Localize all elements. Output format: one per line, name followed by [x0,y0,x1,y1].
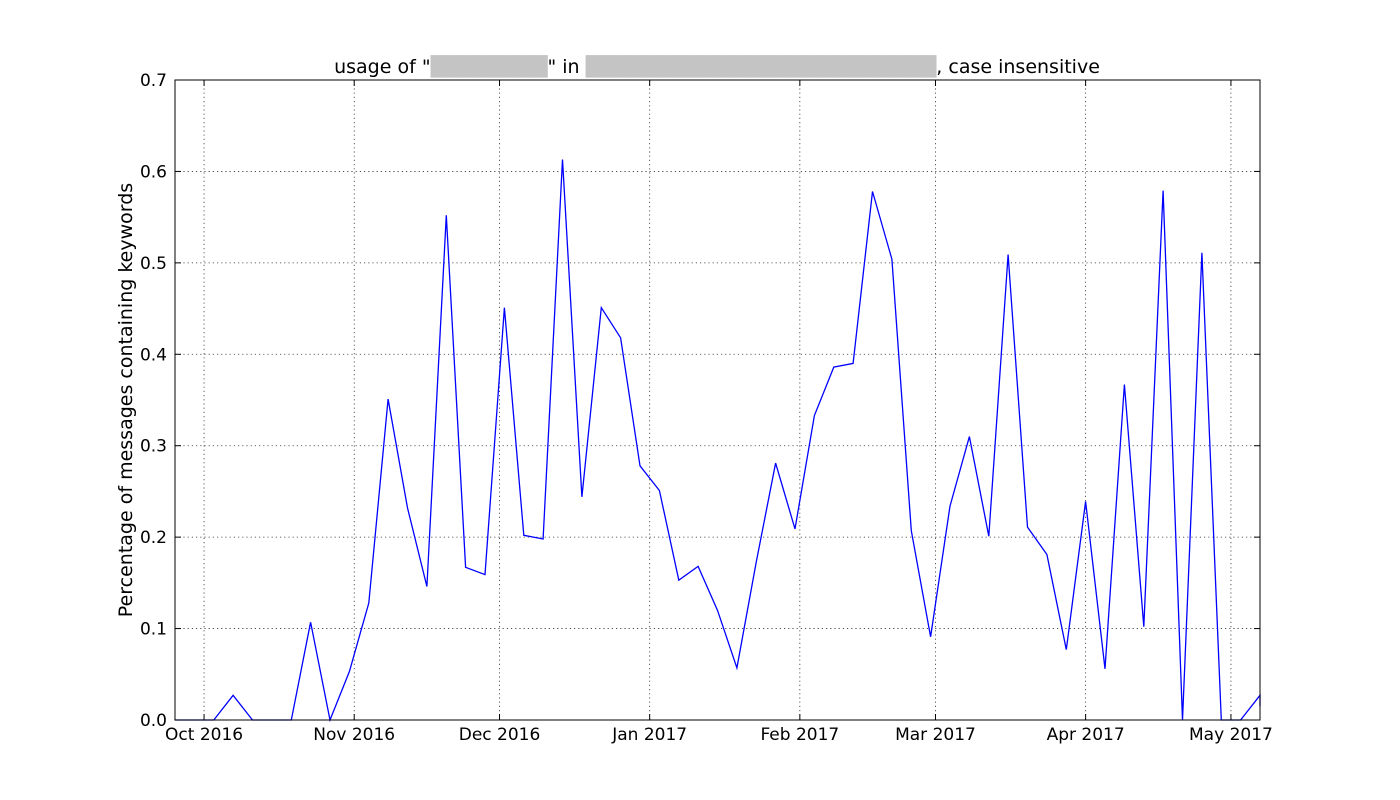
x-axis-ticks: Oct 2016 Nov 2016 Dec 2016 Jan 2017 Feb 2017… [165,80,1273,745]
plot-frame [174,79,1261,721]
x-tick-label: Nov 2016 [313,725,395,745]
x-tick-label: Apr 2017 [1047,725,1125,745]
chart-title: usage of "████████" in █████████████████… [334,55,1100,78]
title-suffix: , case insensitive [936,56,1100,78]
y-tick-label: 0.7 [140,71,167,91]
y-tick-label: 0.4 [140,345,167,365]
series-line [175,159,1261,723]
x-tick-label: Oct 2016 [165,725,243,745]
x-tick-label: Feb 2017 [760,725,839,745]
y-tick-label: 0.5 [140,254,167,274]
title-prefix: usage of " [334,56,430,78]
series-layer [175,159,1261,723]
y-tick-label: 0.0 [140,711,167,731]
grid-lines [175,79,1260,721]
y-tick-label: 0.6 [140,162,167,182]
y-axis-ticks: 0.0 0.1 0.2 0.3 0.4 0.5 0.6 0.7 [140,71,1260,731]
y-tick-label: 0.1 [140,620,167,640]
title-mid: " in [547,56,585,78]
x-tick-label: Mar 2017 [895,725,976,745]
title-redacted-channel: ████████████████████████ [585,55,937,78]
y-tick-label: 0.3 [140,437,167,457]
x-tick-label: May 2017 [1189,725,1273,745]
x-tick-label: Jan 2017 [611,725,687,745]
title-redacted-keyword: ████████ [430,55,548,78]
y-axis-label: Percentage of messages containing keywor… [115,183,137,617]
y-tick-label: 0.2 [140,528,167,548]
x-tick-label: Dec 2016 [459,725,541,745]
